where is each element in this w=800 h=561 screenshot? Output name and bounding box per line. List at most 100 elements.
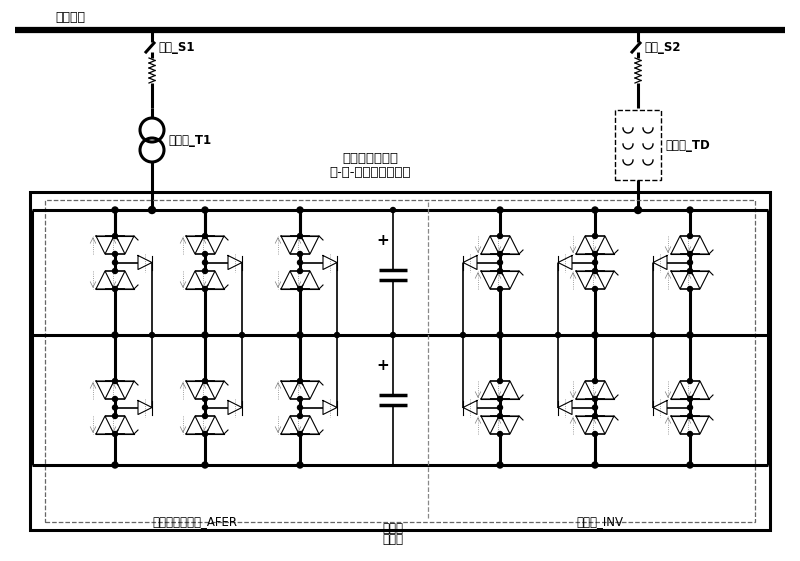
Circle shape [202,332,208,338]
Circle shape [498,431,502,436]
Circle shape [555,333,561,338]
Circle shape [687,379,693,384]
Circle shape [498,233,502,238]
Text: 开关_S2: 开关_S2 [644,40,681,53]
Circle shape [149,206,155,214]
Text: 有源前端电压型: 有源前端电压型 [342,151,398,164]
Text: 开关_S1: 开关_S1 [158,40,194,53]
Bar [30,192,770,530]
Circle shape [687,207,693,213]
Circle shape [202,379,207,384]
Circle shape [497,207,503,213]
Circle shape [113,379,118,384]
Circle shape [390,208,395,213]
Text: 交流电网: 交流电网 [55,11,85,24]
Circle shape [202,431,207,436]
Circle shape [593,397,598,402]
Text: 有源前端整流器_AFER: 有源前端整流器_AFER [153,516,238,528]
Circle shape [390,333,395,338]
Circle shape [593,431,598,436]
Circle shape [298,260,302,265]
Circle shape [687,413,693,419]
Circle shape [461,333,466,338]
Circle shape [298,233,302,238]
Circle shape [592,462,598,468]
Circle shape [593,287,598,292]
Circle shape [687,462,693,468]
Text: +: + [377,357,390,373]
Text: 交-直-交三电平变频器: 交-直-交三电平变频器 [330,165,410,178]
Text: 变压器_T1: 变压器_T1 [168,134,211,146]
Circle shape [113,269,118,274]
Circle shape [112,332,118,338]
Circle shape [202,462,208,468]
Circle shape [650,333,655,338]
Circle shape [298,287,302,292]
Circle shape [593,269,598,274]
Circle shape [687,405,693,410]
Circle shape [113,413,118,419]
Circle shape [239,333,245,338]
Circle shape [593,260,598,265]
Circle shape [113,431,118,436]
Circle shape [113,251,118,256]
Circle shape [498,260,502,265]
Circle shape [298,251,302,256]
Circle shape [593,251,598,256]
Circle shape [498,287,502,292]
Text: 逆变器_INV: 逆变器_INV [577,516,623,528]
Circle shape [297,462,303,468]
Circle shape [593,233,598,238]
Circle shape [497,332,503,338]
Circle shape [687,233,693,238]
Circle shape [202,251,207,256]
Circle shape [112,462,118,468]
Circle shape [298,431,302,436]
Text: +: + [377,232,390,247]
Circle shape [687,269,693,274]
Circle shape [113,397,118,402]
Circle shape [202,260,207,265]
Circle shape [592,207,598,213]
Circle shape [498,251,502,256]
Circle shape [297,207,303,213]
Circle shape [202,397,207,402]
Circle shape [202,233,207,238]
Circle shape [497,462,503,468]
Circle shape [202,269,207,274]
Circle shape [498,269,502,274]
Circle shape [593,413,598,419]
Circle shape [687,332,693,338]
Circle shape [498,405,502,410]
Text: 波电容: 波电容 [382,533,403,546]
Circle shape [113,405,118,410]
Circle shape [334,333,339,338]
Circle shape [202,405,207,410]
Text: 电抗器_TD: 电抗器_TD [665,139,710,151]
Circle shape [592,332,598,338]
Circle shape [687,251,693,256]
Circle shape [202,413,207,419]
Circle shape [113,260,118,265]
Circle shape [202,207,208,213]
Circle shape [202,287,207,292]
Bar [45,200,755,522]
Circle shape [687,287,693,292]
Circle shape [498,413,502,419]
Circle shape [298,397,302,402]
Circle shape [634,206,642,214]
Circle shape [687,431,693,436]
Circle shape [298,379,302,384]
Text: 直流滤: 直流滤 [382,522,403,535]
Circle shape [298,405,302,410]
Circle shape [687,397,693,402]
Circle shape [687,260,693,265]
Circle shape [298,269,302,274]
Circle shape [498,379,502,384]
Circle shape [498,397,502,402]
Circle shape [593,379,598,384]
Circle shape [593,405,598,410]
Circle shape [150,333,154,338]
Circle shape [113,233,118,238]
Circle shape [113,287,118,292]
